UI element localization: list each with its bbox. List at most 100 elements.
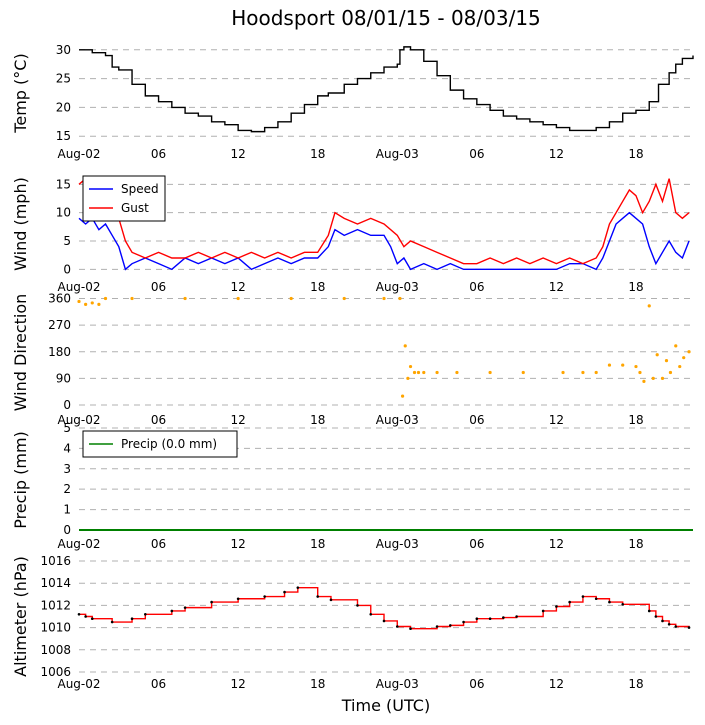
y-tick-label: 1010 [40,621,71,635]
chart-altimeter: 1006 1008 1010 1012 1014 1016 Aug-02 06 12 18 Aug-… [11,554,693,691]
altimeter-point [369,612,373,616]
altimeter-point [283,590,286,594]
x-tick-label: 12 [549,677,564,691]
series-gust-line [78,177,690,265]
altimeter-point [647,609,651,613]
direction-point [594,370,598,375]
direction-point [561,370,565,375]
y-tick-label: 0 [63,523,71,537]
x-tick-label: 18 [310,147,325,161]
direction-point [77,299,81,304]
altimeter-point [356,604,359,607]
x-tick-label: 18 [310,537,325,551]
altimeter-point [608,600,611,604]
altimeter-point [110,620,114,624]
altimeter-point [621,602,625,606]
direction-point [416,370,421,375]
direction-point [382,296,386,301]
altimeter-point [674,625,678,628]
altimeter-point [90,617,94,621]
altimeter-point [515,615,518,618]
direction-point [521,370,525,375]
altimeter-point [329,598,333,602]
direction-point [435,370,439,375]
direction-point [607,363,612,367]
altimeter-point [395,625,399,628]
direction-point [84,302,88,306]
x-tick-label: 06 [151,280,166,294]
altimeter-point [130,617,134,621]
direction-point [412,370,417,375]
figure-title: Hoodsport 08/01/15 - 08/03/15 [231,6,541,30]
x-tick-label: 06 [151,147,166,161]
altimeter-point [581,595,585,598]
direction-point [455,370,459,375]
altimeter-point [77,612,81,616]
x-axis-label: Time (UTC) [341,696,430,715]
altimeter-point [449,624,452,627]
altimeter-point [236,597,240,601]
x-tick-label: Aug-02 [57,537,100,551]
direction-point [97,302,101,306]
direction-point [621,363,625,367]
x-tick-label: Aug-02 [57,677,100,691]
direction-point [236,296,240,301]
direction-point [678,364,682,369]
direction-point [403,344,407,348]
direction-point [183,296,187,301]
y-axis-label: Altimeter (hPa) [11,556,30,677]
x-tick-label: Aug-02 [57,413,100,427]
x-tick-label: Aug-03 [376,413,419,427]
altimeter-point [144,612,147,616]
x-tick-label: Aug-03 [376,147,419,161]
y-tick-label: 10 [56,206,71,220]
y-tick-label: 1006 [40,665,71,679]
direction-point [581,370,585,375]
y-tick-label: 15 [56,129,71,143]
y-axis-label: Temp (°C) [11,53,30,133]
altimeter-point [84,615,87,618]
x-tick-label: Aug-02 [57,280,100,294]
altimeter-point [263,595,266,598]
x-tick-label: Aug-03 [376,537,419,551]
direction-point [664,359,669,363]
x-tick-label: 18 [628,677,643,691]
direction-point [103,296,108,301]
legend-wind: Speed Gust [82,175,166,222]
x-tick-label: 12 [230,413,245,427]
direction-point [90,301,94,305]
y-tick-label: 360 [48,291,71,305]
altimeter-point [475,617,479,621]
x-tick-label: Aug-03 [376,280,419,294]
altimeter-point [296,586,300,589]
x-tick-label: Aug-02 [57,147,100,161]
series-speed-line [78,211,690,271]
y-tick-label: 20 [56,100,71,114]
x-tick-label: 12 [230,280,245,294]
altimeter-point [594,597,598,601]
altimeter-point [555,605,558,608]
altimeter-point [654,615,658,618]
legend-precipitation: Precip (0.0 mm) [82,430,238,458]
direction-point [668,370,673,375]
y-tick-label: 0 [63,262,71,276]
direction-point [634,364,638,369]
direction-point [642,379,646,383]
direction-point [655,353,659,357]
x-tick-label: 18 [628,537,643,551]
y-tick-label: 5 [63,421,71,435]
x-tick-label: 06 [469,280,484,294]
direction-point [400,394,405,398]
series-altimeter-line [79,586,690,630]
altimeter-point [488,617,492,621]
x-tick-label: 12 [549,280,564,294]
altimeter-point [687,626,691,629]
chart-wind_direction: 0 90 180 270 360 Aug-02 06 12 18 Aug-03 06 12 18 Wind… [11,291,693,427]
direction-point [398,296,402,301]
x-tick-label: 12 [549,537,564,551]
x-tick-label: 18 [628,147,643,161]
direction-point [289,296,293,301]
x-tick-label: 12 [549,147,564,161]
direction-point [687,350,691,354]
altimeter-point [382,619,386,623]
